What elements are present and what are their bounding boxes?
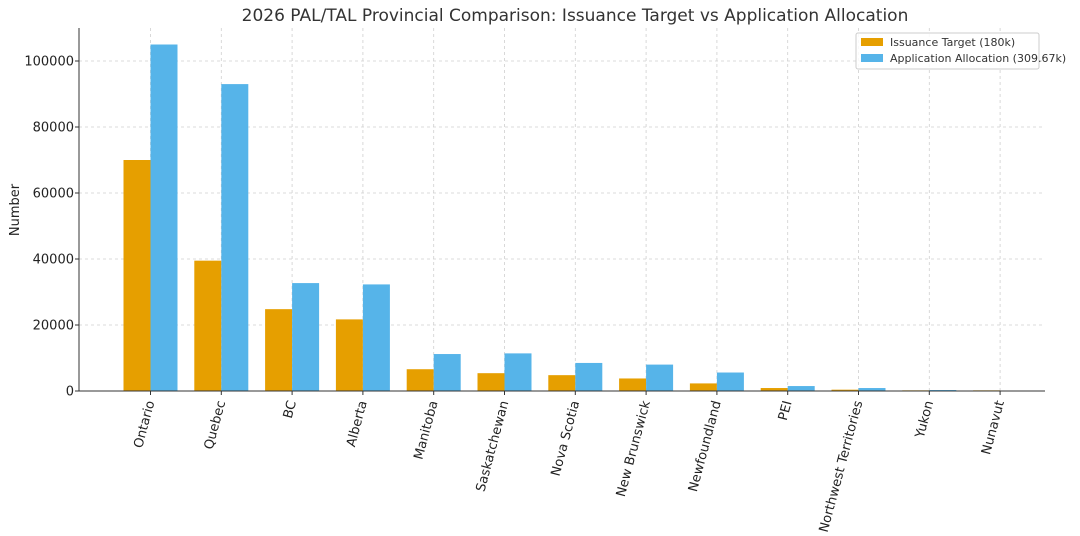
y-tick-label: 40000 <box>33 253 74 268</box>
y-axis-label: Number <box>8 183 23 236</box>
axes <box>75 28 1045 395</box>
x-tick-label: Yukon <box>913 399 938 441</box>
bar-issuance-target <box>619 378 647 391</box>
y-tick-label: 80000 <box>33 121 74 136</box>
x-tick-label: Saskatchewan <box>474 399 513 493</box>
x-tick-label: Alberta <box>344 399 371 448</box>
legend-swatch <box>861 54 883 62</box>
x-tick-label: New Brunswick <box>614 399 654 499</box>
y-tick-label: 60000 <box>33 187 74 202</box>
bar-issuance-target <box>477 373 505 391</box>
bar-issuance-target <box>831 389 859 391</box>
bar-application-allocation <box>858 388 886 391</box>
y-tick-label: 100000 <box>24 55 74 70</box>
chart-title: 2026 PAL/TAL Provincial Comparison: Issu… <box>242 6 909 26</box>
x-tick-label: Manitoba <box>411 399 441 461</box>
x-tick-label: Nunavut <box>979 399 1008 456</box>
x-tick-label: Quebec <box>202 399 229 451</box>
bar-application-allocation <box>150 44 178 391</box>
x-tick-label: Northwest Territories <box>817 399 867 534</box>
bar-issuance-target <box>123 160 151 391</box>
bar-issuance-target <box>760 388 788 391</box>
x-tick-label: Newfoundland <box>686 399 725 493</box>
bar-application-allocation <box>362 284 390 391</box>
bar-application-allocation <box>716 372 744 391</box>
bar-application-allocation <box>433 354 461 391</box>
legend-label: Application Allocation (309.67k) <box>890 52 1066 65</box>
x-tick-label: Ontario <box>131 399 158 450</box>
bar-issuance-target <box>689 383 717 391</box>
legend-label: Issuance Target (180k) <box>890 36 1015 49</box>
bar-issuance-target <box>265 309 293 391</box>
y-tick-label: 20000 <box>33 319 74 334</box>
x-tick-label: PEI <box>776 399 796 422</box>
bar-issuance-target <box>194 260 222 391</box>
bar-issuance-target <box>548 375 576 391</box>
bars <box>123 44 1028 391</box>
bar-application-allocation <box>292 283 320 391</box>
legend-box <box>855 32 1040 70</box>
bar-application-allocation <box>504 353 532 391</box>
legend: Issuance Target (180k) Application Alloca… <box>855 32 1066 70</box>
x-tick-label: BC <box>281 399 300 420</box>
bar-application-allocation <box>221 84 249 391</box>
bar-application-allocation <box>646 364 674 391</box>
bar-issuance-target <box>406 369 434 391</box>
y-tick-label: 0 <box>66 385 74 400</box>
legend-swatch <box>861 38 883 46</box>
bar-application-allocation <box>575 362 603 391</box>
bar-issuance-target <box>335 319 363 391</box>
x-tick-label: Nova Scotia <box>549 399 584 478</box>
bar-application-allocation <box>787 386 815 391</box>
